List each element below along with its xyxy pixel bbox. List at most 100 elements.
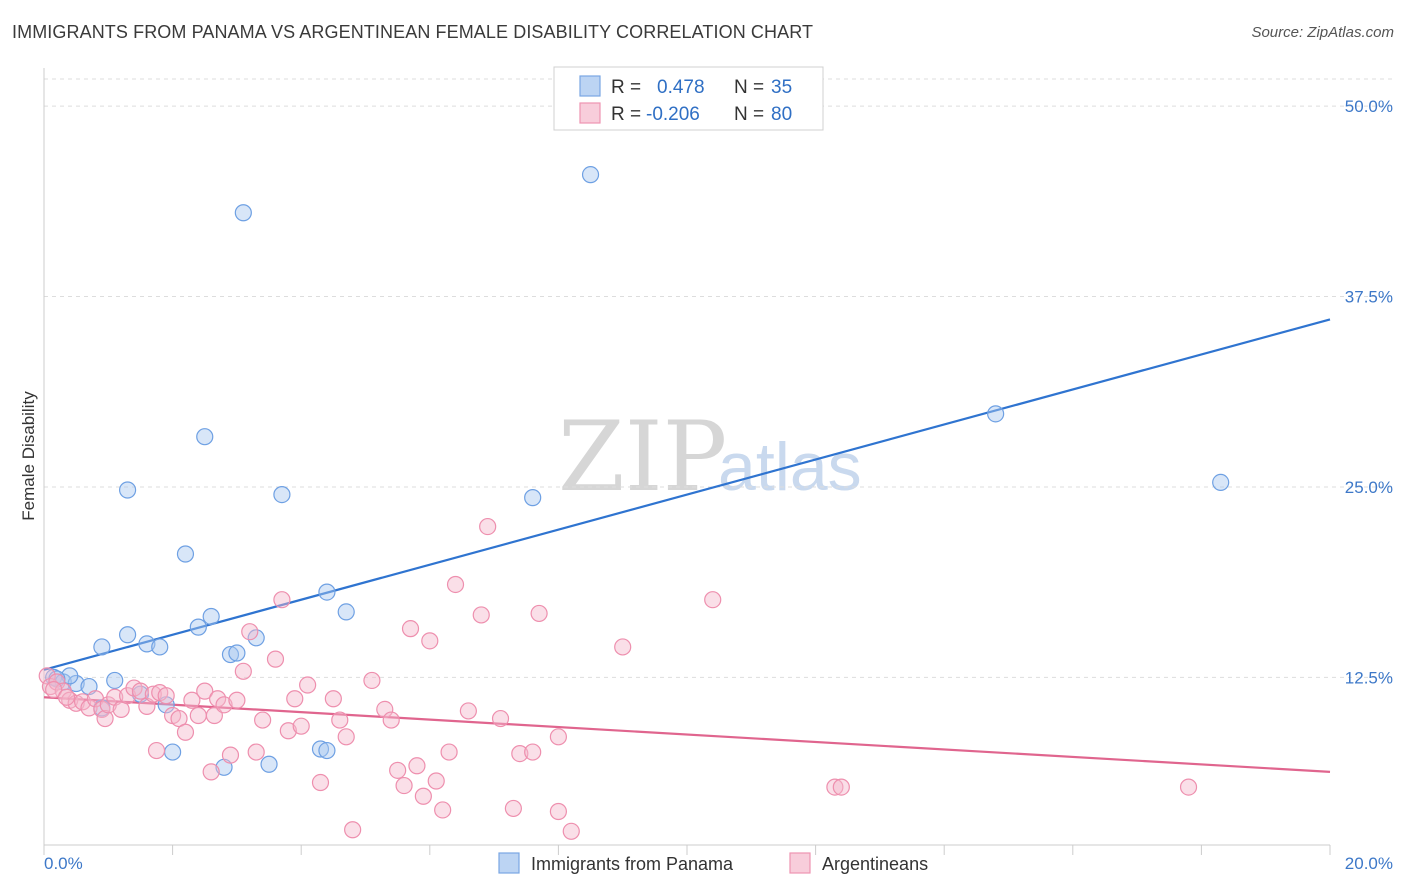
point-argentineans-63: [472, 606, 490, 624]
point-argentineans-59: [434, 801, 452, 819]
point-panama-22: [234, 204, 252, 222]
point-argentineans-27: [196, 682, 214, 700]
y-tick-label-2: 37.5%: [1345, 288, 1393, 307]
point-argentineans-19: [147, 741, 166, 760]
point-argentineans-61: [446, 575, 465, 594]
point-argentineans-0: [38, 667, 56, 685]
point-panama-7: [93, 638, 111, 656]
point-argentineans-52: [389, 761, 407, 779]
point-argentineans-55: [408, 757, 426, 775]
legend-swatch-panama: [579, 75, 601, 97]
point-argentineans-40: [279, 722, 297, 740]
point-argentineans-60: [440, 743, 458, 761]
data-points: [38, 166, 1230, 840]
x-tick-labels: 0.0% 20.0%: [43, 845, 1393, 873]
point-argentineans-38: [266, 650, 285, 668]
bottom-legend-swatch-panama: [498, 852, 520, 874]
point-panama-23: [247, 629, 265, 647]
point-panama-31: [581, 166, 600, 184]
point-argentineans-18: [144, 685, 162, 703]
point-panama-32: [987, 405, 1005, 423]
point-argentineans-71: [549, 802, 568, 821]
point-argentineans-44: [311, 773, 330, 792]
point-argentineans-57: [421, 632, 439, 650]
point-argentineans-69: [530, 604, 548, 623]
point-argentineans-32: [221, 746, 240, 764]
point-argentineans-79: [57, 688, 76, 706]
legend-swatch-argentineans: [579, 102, 601, 124]
point-argentineans-45: [324, 690, 342, 708]
series-legend: Immigrants from Panama Argentineans: [498, 852, 928, 874]
bottom-legend-swatch-argentineans: [789, 852, 811, 874]
point-argentineans-58: [427, 772, 445, 790]
point-argentineans-25: [183, 691, 201, 709]
x-tick-label-1: 20.0%: [1345, 854, 1393, 873]
point-panama-26: [311, 740, 330, 758]
point-argentineans-68: [524, 743, 542, 761]
point-panama-28: [318, 741, 336, 760]
point-argentineans-77: [1179, 778, 1198, 796]
point-argentineans-30: [209, 690, 227, 708]
point-panama-9: [118, 626, 137, 644]
grid-lines: [44, 78, 1394, 678]
point-argentineans-23: [170, 709, 188, 728]
legend-n-label-argentineans: N =: [734, 104, 764, 125]
point-argentineans-39: [273, 591, 291, 609]
point-argentineans-74: [704, 591, 722, 609]
point-argentineans-21: [157, 687, 175, 705]
point-panama-21: [228, 644, 246, 662]
point-panama-30: [524, 489, 542, 507]
point-argentineans-16: [131, 682, 150, 700]
point-panama-18: [202, 607, 220, 626]
legend-r-value-panama: 0.478: [657, 77, 705, 98]
point-argentineans-6: [73, 693, 92, 711]
y-tick-label-3: 50.0%: [1345, 97, 1393, 116]
point-argentineans-76: [832, 778, 850, 796]
point-argentineans-78: [45, 680, 63, 699]
point-argentineans-36: [247, 743, 265, 761]
point-argentineans-29: [205, 706, 223, 725]
point-argentineans-31: [215, 696, 233, 714]
point-argentineans-62: [459, 702, 477, 720]
point-argentineans-37: [254, 711, 272, 729]
point-panama-17: [196, 428, 214, 446]
bottom-legend-label-argentineans: Argentineans: [822, 854, 928, 874]
legend-n-label-panama: N =: [734, 77, 764, 98]
point-argentineans-35: [241, 623, 259, 641]
point-argentineans-64: [479, 517, 497, 536]
point-argentineans-75: [826, 778, 844, 796]
x-tick-label-0: 0.0%: [44, 854, 83, 873]
point-panama-8: [118, 481, 137, 499]
y-tick-label-0: 12.5%: [1345, 668, 1393, 687]
point-argentineans-48: [344, 821, 362, 839]
point-argentineans-33: [228, 691, 246, 709]
point-panama-15: [176, 545, 195, 563]
point-panama-20: [221, 645, 240, 664]
point-panama-27: [318, 583, 336, 601]
trend-line-panama: [43, 318, 1331, 671]
point-argentineans-67: [511, 744, 529, 763]
legend-r-value-argentineans: -0.206: [646, 104, 700, 125]
point-argentineans-24: [176, 723, 195, 741]
source-label: Source: ZipAtlas.com: [1251, 24, 1394, 41]
point-argentineans-13: [112, 700, 130, 719]
watermark-zip: ZIP: [558, 401, 727, 513]
legend-r-label-argentineans: R =: [611, 104, 641, 125]
point-panama-6: [106, 671, 124, 690]
legend-n-value-argentineans: 80: [771, 104, 792, 125]
point-argentineans-53: [395, 776, 413, 795]
trend-line-argentineans: [43, 696, 1331, 773]
point-argentineans-46: [331, 711, 349, 729]
point-panama-12: [151, 638, 169, 656]
y-tick-labels: 12.5% 25.0% 37.5% 50.0%: [1345, 97, 1393, 687]
point-argentineans-70: [549, 728, 568, 746]
point-argentineans-28: [202, 763, 220, 781]
legend-n-value-panama: 35: [771, 77, 792, 98]
point-argentineans-56: [414, 787, 432, 805]
point-panama-16: [189, 618, 207, 636]
trend-lines: [43, 318, 1331, 773]
point-argentineans-66: [504, 799, 522, 818]
point-argentineans-43: [299, 676, 317, 694]
y-tick-label-1: 25.0%: [1345, 478, 1393, 497]
